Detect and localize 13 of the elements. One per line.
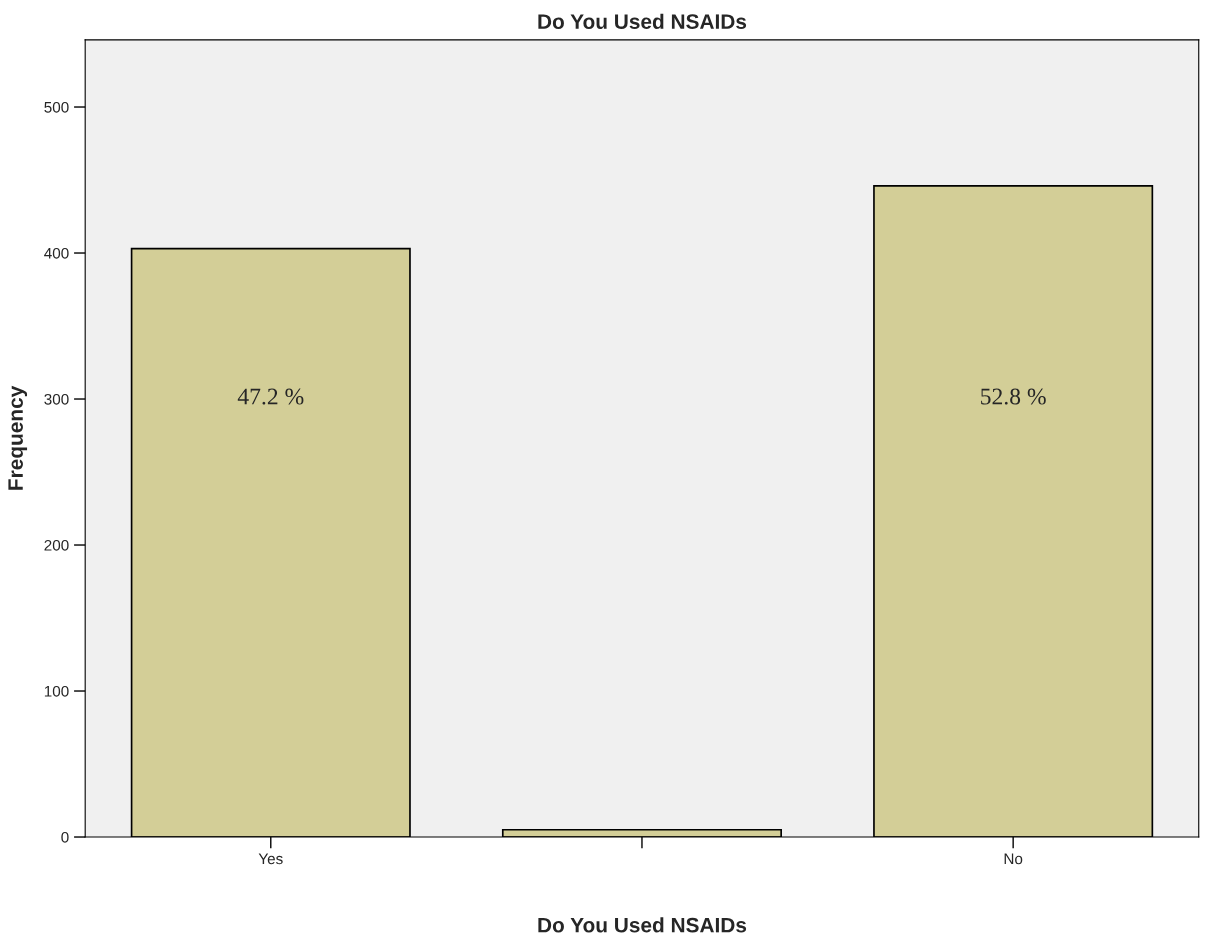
x-axis-title: Do You Used NSAIDs xyxy=(538,917,747,933)
x-tick-label: Yes xyxy=(258,853,283,865)
y-tick-label: 400 xyxy=(44,247,69,259)
annotation: 52.8 % xyxy=(981,388,1046,405)
y-tick-label: 100 xyxy=(44,685,69,697)
y-axis-title: Frequency xyxy=(8,385,28,490)
x-tick-label: No xyxy=(1004,853,1023,865)
y-tick-label: 200 xyxy=(44,539,69,551)
y-tick-label: 300 xyxy=(44,393,69,405)
annotation: 47.2 % xyxy=(237,388,304,405)
chart-title: Do You Used NSAIDs xyxy=(538,13,747,29)
y-tick-label: 500 xyxy=(44,101,69,113)
y-tick-label: 0 xyxy=(61,831,69,843)
